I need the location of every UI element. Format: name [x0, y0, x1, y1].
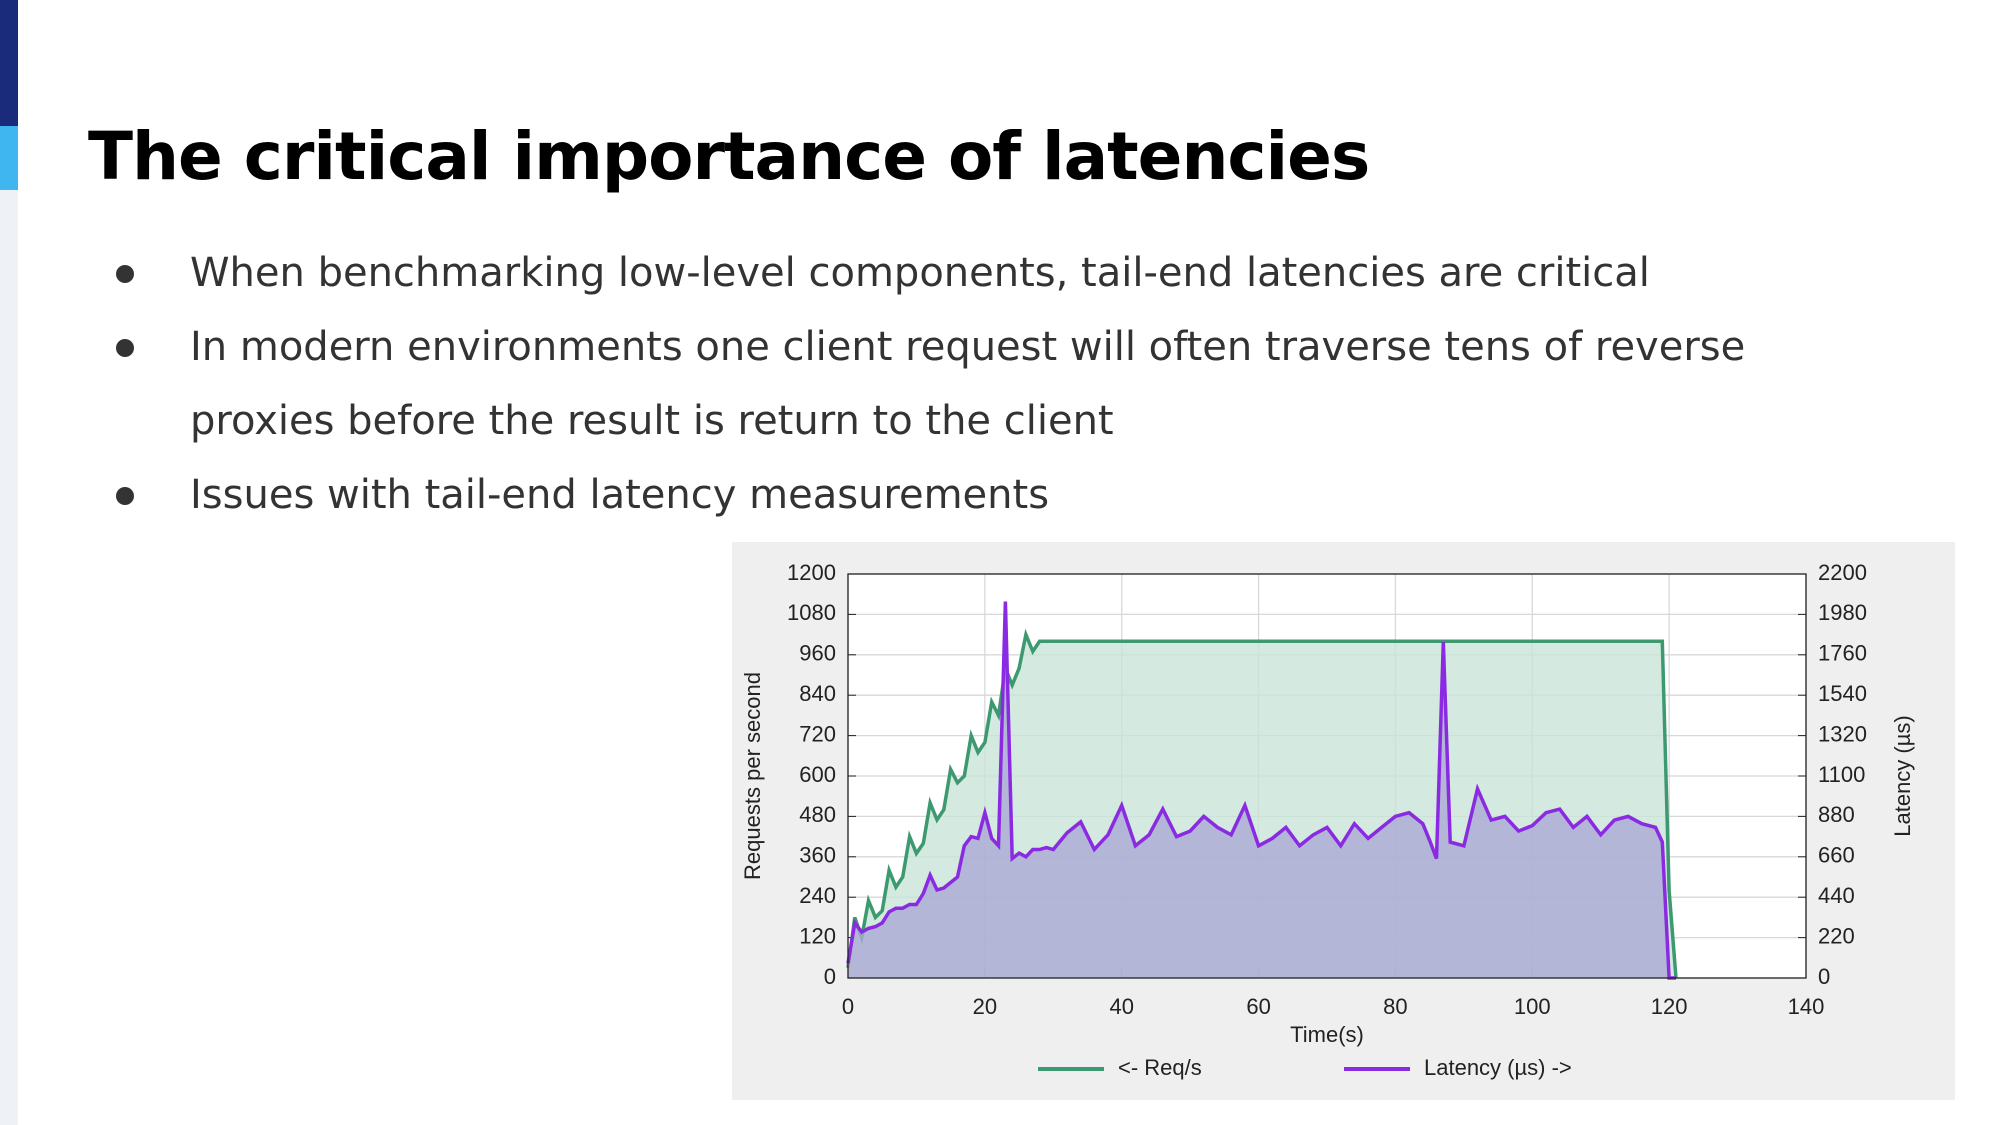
line: [846, 628, 1678, 979]
y-tick-label: 840: [799, 681, 836, 706]
accent-bar: [0, 126, 18, 190]
bullet: In modern environments one client reques…: [0, 310, 1890, 458]
side-band: [0, 190, 18, 1125]
area: [848, 601, 1676, 978]
x-tick-label: 60: [1246, 994, 1270, 1019]
x-tick-label: 20: [973, 994, 997, 1019]
y-tick-label: 600: [799, 762, 836, 787]
bullet: Issues with tail-end latency measurement…: [0, 458, 1890, 532]
y2-tick-label: 1980: [1818, 600, 1867, 625]
plot-frame: [847, 573, 1807, 979]
y-tick-label: 480: [799, 802, 836, 827]
y-tick-label: 240: [799, 883, 836, 908]
slide-title: The critical importance of latencies: [88, 118, 1370, 195]
y2-tick-label: 0: [1818, 964, 1830, 989]
y2-axis-label: Latency (µs): [1890, 715, 1915, 837]
y2-tick-label: 880: [1818, 802, 1855, 827]
y-tick-label: 960: [799, 641, 836, 666]
line: [846, 601, 1676, 980]
y2-tick-label: 1320: [1818, 721, 1867, 746]
legend-label: Latency (µs) ->: [1424, 1055, 1572, 1080]
y-axis-label: Requests per second: [740, 672, 765, 880]
y2-tick-label: 1540: [1818, 681, 1867, 706]
bullet-text: In modern environments one client reques…: [190, 324, 1746, 444]
bullet: When benchmarking low-level components, …: [0, 236, 1890, 310]
y2-tick-label: 1760: [1818, 641, 1867, 666]
y-tick-label: 360: [799, 843, 836, 868]
legend-label: <- Req/s: [1118, 1055, 1202, 1080]
bullet-text: When benchmarking low-level components, …: [190, 250, 1650, 296]
x-axis-label: Time(s): [1290, 1022, 1364, 1047]
x-tick-label: 120: [1651, 994, 1688, 1019]
x-tick-label: 0: [842, 994, 854, 1019]
bullet-text: Issues with tail-end latency measurement…: [190, 472, 1050, 518]
x-tick-label: 40: [1109, 994, 1133, 1019]
y2-tick-label: 440: [1818, 883, 1855, 908]
y-tick-label: 720: [799, 721, 836, 746]
x-tick-label: 80: [1383, 994, 1407, 1019]
bullet-dot: [116, 339, 134, 357]
y-tick-label: 120: [799, 923, 836, 948]
accent-bar: [0, 0, 18, 126]
x-tick-label: 100: [1514, 994, 1551, 1019]
y2-tick-label: 660: [1818, 843, 1855, 868]
y-tick-label: 1080: [787, 600, 836, 625]
bullet-dot: [116, 265, 134, 283]
y2-tick-label: 2200: [1818, 560, 1867, 585]
y-tick-label: 1200: [787, 560, 836, 585]
y2-tick-label: 1100: [1818, 762, 1865, 787]
y-tick-label: 0: [824, 964, 836, 989]
bullet-list: When benchmarking low-level components, …: [0, 236, 1900, 532]
chart: 0 20 40 60 80 100 120 140 0 120 240 360 480 600 720 840…: [732, 542, 1955, 1100]
bullet-dot: [116, 487, 134, 505]
y2-tick-label: 220: [1818, 923, 1855, 948]
x-tick-label: 140: [1788, 994, 1825, 1019]
